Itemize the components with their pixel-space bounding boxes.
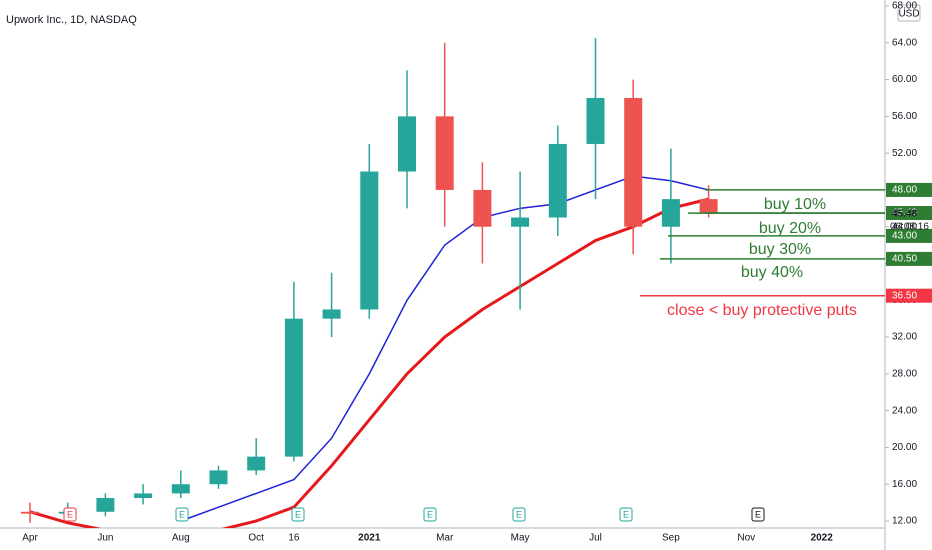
level-badge-label: 36.50 (892, 290, 917, 301)
level-note: buy 20% (759, 220, 821, 237)
earnings-marker (619, 507, 633, 522)
level-badge (886, 288, 932, 303)
x-tick-label: Sep (662, 533, 680, 544)
candle-body (284, 318, 303, 457)
candle-body (21, 511, 39, 514)
earnings-label: E (67, 509, 73, 519)
y-tick-label: 32.00 (892, 332, 917, 343)
level-badge (886, 228, 932, 243)
level-badge-label: 40.50 (892, 254, 917, 265)
y-tick-label: 68.00 (892, 1, 917, 12)
chart-title: Upwork Inc., 1D, NASDAQ (6, 14, 137, 26)
candle-body (699, 199, 718, 214)
y-tick-label: 56.00 (892, 111, 917, 122)
x-tick-label: Oct (248, 533, 264, 544)
x-tick-label: Nov (737, 533, 755, 544)
level-badge (886, 251, 932, 266)
x-tick-label: Aug (172, 533, 190, 544)
earnings-label: E (295, 509, 301, 519)
level-note: buy 30% (749, 241, 811, 258)
currency-box[interactable] (897, 4, 921, 22)
candle-body (624, 97, 643, 227)
candle-body (171, 484, 190, 494)
y-tick-label: 44.00 (892, 221, 917, 232)
y-tick-label: 60.00 (892, 74, 917, 85)
x-tick-label: Jul (589, 533, 602, 544)
earnings-marker (63, 507, 77, 522)
level-badge-label: 48.00 (892, 185, 917, 196)
level-badge (886, 206, 932, 221)
y-tick-label: 64.00 (892, 37, 917, 48)
candle-body (661, 199, 680, 227)
earnings-label: E (755, 509, 761, 519)
y-tick-label: 28.00 (892, 368, 917, 379)
x-tick-label: Jun (97, 533, 113, 544)
y-tick-label: 52.00 (892, 148, 917, 159)
earnings-marker (751, 507, 765, 522)
level-note: close < buy protective puts (667, 302, 857, 319)
y-tick-label: 12.00 (892, 516, 917, 527)
y-tick-label: 24.00 (892, 405, 917, 416)
candle-body (473, 189, 492, 227)
earnings-label: E (516, 509, 522, 519)
level-badge-label: 45.49 (892, 208, 917, 219)
y-tick-label: 20.00 (892, 442, 917, 453)
x-tick-label: 16 (288, 533, 300, 544)
moving-average (180, 175, 709, 522)
earnings-label: E (427, 509, 433, 519)
x-tick-label: 2022 (811, 533, 834, 544)
x-tick-label: 2021 (358, 533, 381, 544)
candle-body (360, 171, 379, 310)
candle-body (134, 493, 153, 499)
earnings-marker (291, 507, 305, 522)
earnings-marker (423, 507, 437, 522)
x-tick-label: Apr (22, 533, 38, 544)
last-price: 45.48 (892, 209, 917, 220)
earnings-marker (512, 507, 526, 522)
candle-body (322, 309, 341, 319)
candle-body (435, 116, 454, 190)
x-tick-label: Mar (436, 533, 454, 544)
candle-body (548, 143, 567, 218)
candle-body (511, 217, 530, 227)
candle-body (398, 116, 416, 172)
earnings-label: E (179, 509, 185, 519)
countdown: 06:08:16 (890, 222, 929, 233)
level-badge-label: 43.00 (892, 231, 917, 242)
candle-body (209, 470, 228, 485)
candle-body (247, 456, 266, 471)
x-tick-label: May (511, 533, 530, 544)
level-note: buy 10% (764, 196, 826, 213)
earnings-marker (175, 507, 189, 522)
earnings-label: E (623, 509, 629, 519)
level-note: buy 40% (741, 264, 803, 281)
y-tick-label: 16.00 (892, 479, 917, 490)
level-badge (886, 182, 932, 197)
candle-body (586, 97, 605, 144)
candle-body (96, 498, 115, 512)
currency: USD (898, 9, 919, 20)
moving-average (29, 197, 709, 528)
